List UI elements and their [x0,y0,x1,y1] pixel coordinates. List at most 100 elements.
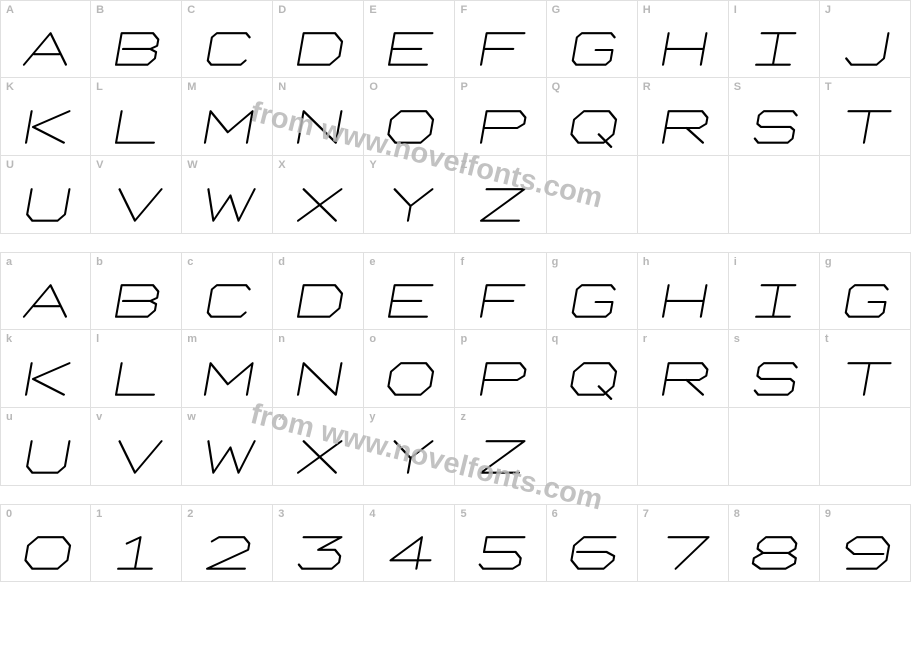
cell-label: f [460,256,464,268]
glyph-cell: Q [547,78,638,156]
glyph-B [91,281,181,323]
glyph-cell: N [273,78,364,156]
glyph-cell: 9 [820,504,911,582]
glyph-cell: V [91,156,182,234]
cell-label: U [6,159,14,171]
cell-label: F [460,4,467,16]
empty-cell [729,408,820,486]
cell-label: m [187,333,197,345]
glyph-cell: n [273,330,364,408]
cell-label: N [278,81,286,93]
glyph-cell: X [273,156,364,234]
glyph-cell: D [273,0,364,78]
cell-label: k [6,333,12,345]
cell-label: G [552,4,561,16]
glyph-W [182,185,272,227]
glyph-cell: g [547,252,638,330]
glyph-L [91,107,181,149]
glyph-T [820,359,910,401]
cell-label: R [643,81,651,93]
glyph-X [273,437,363,479]
cell-label: v [96,411,102,423]
glyph-L [91,359,181,401]
glyph-cell: R [638,78,729,156]
glyph-K [1,359,90,401]
cell-label: e [369,256,375,268]
empty-cell [638,408,729,486]
cell-label: 1 [96,508,102,520]
glyph-G [820,281,910,323]
glyph-H [638,29,728,71]
cell-label: 9 [825,508,831,520]
glyph-K [1,107,90,149]
cell-label: Q [552,81,561,93]
glyph-H [638,281,728,323]
glyph-U [1,437,90,479]
empty-cell [547,408,638,486]
glyph-cell: o [364,330,455,408]
glyph-cell: f [455,252,546,330]
glyph-cell: E [364,0,455,78]
glyph-cell: U [0,156,91,234]
glyph-cell: d [273,252,364,330]
glyph-N [273,107,363,149]
glyph-cell: C [182,0,273,78]
glyph-cell: I [729,0,820,78]
glyph-cell: c [182,252,273,330]
glyph-3 [273,533,363,575]
glyph-cell: 4 [364,504,455,582]
glyph-cell: t [820,330,911,408]
glyph-cell: k [0,330,91,408]
cell-label: 2 [187,508,193,520]
cell-label: g [552,256,559,268]
glyph-G [547,29,637,71]
glyph-M [182,107,272,149]
glyph-D [273,281,363,323]
glyph-cell: 2 [182,504,273,582]
glyph-cell: Z [455,156,546,234]
cell-label: V [96,159,103,171]
glyph-cell: 8 [729,504,820,582]
glyph-cell: i [729,252,820,330]
glyph-F [455,29,545,71]
cell-label: c [187,256,193,268]
glyph-O [364,359,454,401]
cell-label: 5 [460,508,466,520]
cell-label: E [369,4,376,16]
glyph-Q [547,107,637,149]
glyph-row: klmnopqrst [0,330,911,408]
cell-label: h [643,256,650,268]
glyph-0 [1,533,90,575]
glyph-6 [547,533,637,575]
cell-label: 3 [278,508,284,520]
glyph-cell: g [820,252,911,330]
glyph-O [364,107,454,149]
glyph-P [455,107,545,149]
glyph-cell: W [182,156,273,234]
empty-cell [820,156,911,234]
cell-label: y [369,411,375,423]
glyph-R [638,359,728,401]
glyph-row: uvwxyz [0,408,911,486]
cell-label: o [369,333,376,345]
glyph-A [1,281,90,323]
glyph-cell: 1 [91,504,182,582]
cell-label: D [278,4,286,16]
glyph-A [1,29,90,71]
cell-label: b [96,256,103,268]
glyph-cell: x [273,408,364,486]
glyph-J [820,29,910,71]
font-character-map: ABCDEFGHIJKLMNOPQRSTUVWXYZabcdefghigklmn… [0,0,911,582]
glyph-G [547,281,637,323]
glyph-Q [547,359,637,401]
glyph-cell: 7 [638,504,729,582]
glyph-cell: z [455,408,546,486]
glyph-7 [638,533,728,575]
glyph-cell: 6 [547,504,638,582]
cell-label: 8 [734,508,740,520]
glyph-cell: B [91,0,182,78]
glyph-8 [729,533,819,575]
glyph-cell: P [455,78,546,156]
cell-label: K [6,81,14,93]
empty-cell [547,156,638,234]
